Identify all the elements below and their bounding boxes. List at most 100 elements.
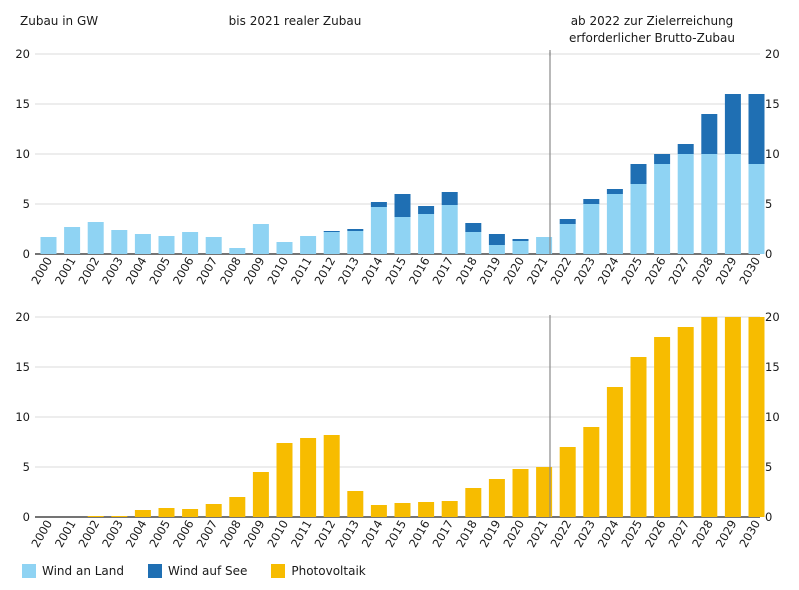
legend-label-pv: Photovoltaik bbox=[291, 564, 366, 578]
top-xtick-2014: 2014 bbox=[359, 255, 386, 287]
bottom-bar-photovoltaik-2030 bbox=[748, 317, 765, 517]
bottom-xtick-2028: 2028 bbox=[689, 518, 716, 550]
header-right-1: ab 2022 zur Zielerreichung bbox=[571, 14, 734, 28]
bottom-ytick-left: 10 bbox=[15, 410, 30, 424]
bottom-bar-photovoltaik-2017 bbox=[441, 501, 458, 517]
top-bar-wind-auf-see-2028 bbox=[701, 114, 718, 154]
top-ytick-left: 0 bbox=[23, 247, 30, 261]
top-bar-wind-an-land-2003 bbox=[111, 230, 128, 254]
top-bar-wind-an-land-2016 bbox=[418, 214, 435, 254]
bottom-bar-photovoltaik-2007 bbox=[205, 504, 222, 517]
bottom-xtick-2023: 2023 bbox=[571, 518, 598, 550]
top-bar-wind-an-land-2015 bbox=[394, 217, 411, 254]
bottom-xtick-2011: 2011 bbox=[288, 518, 315, 550]
bottom-bar-photovoltaik-2020 bbox=[512, 469, 529, 517]
bottom-xtick-2007: 2007 bbox=[194, 518, 221, 550]
header-left: Zubau in GW bbox=[20, 14, 98, 28]
bottom-ytick-right: 10 bbox=[765, 410, 780, 424]
bottom-bar-photovoltaik-2010 bbox=[276, 443, 293, 517]
top-xtick-2013: 2013 bbox=[335, 255, 362, 287]
bottom-xtick-2021: 2021 bbox=[524, 518, 551, 550]
bottom-bar-photovoltaik-2003 bbox=[111, 516, 128, 517]
top-xtick-2004: 2004 bbox=[123, 255, 150, 287]
top-bar-wind-an-land-2018 bbox=[465, 232, 482, 254]
top-bar-wind-an-land-2005 bbox=[158, 236, 175, 254]
bottom-xtick-2022: 2022 bbox=[548, 518, 575, 550]
top-xtick-2003: 2003 bbox=[99, 255, 126, 287]
top-bar-wind-an-land-2021 bbox=[536, 237, 553, 254]
bottom-bar-photovoltaik-2029 bbox=[724, 317, 741, 517]
top-bar-wind-an-land-2030 bbox=[748, 164, 765, 254]
bottom-xtick-2009: 2009 bbox=[241, 518, 268, 550]
top-bar-wind-an-land-2029 bbox=[724, 154, 741, 254]
legend-swatch-pv bbox=[271, 564, 286, 578]
bottom-xtick-2008: 2008 bbox=[217, 518, 244, 550]
top-bar-wind-auf-see-2015 bbox=[394, 194, 411, 217]
top-bar-wind-an-land-2023 bbox=[583, 204, 600, 254]
top-xtick-2018: 2018 bbox=[453, 255, 480, 287]
top-xtick-2023: 2023 bbox=[571, 255, 598, 287]
bottom-xtick-2013: 2013 bbox=[335, 518, 362, 550]
top-xtick-2012: 2012 bbox=[312, 255, 339, 287]
top-xtick-2028: 2028 bbox=[689, 255, 716, 287]
bottom-xtick-2030: 2030 bbox=[736, 518, 763, 550]
top-xtick-2022: 2022 bbox=[548, 255, 575, 287]
bottom-ytick-right: 5 bbox=[765, 460, 772, 474]
top-bar-wind-auf-see-2022 bbox=[559, 219, 576, 224]
top-xtick-2021: 2021 bbox=[524, 255, 551, 287]
bottom-xtick-2001: 2001 bbox=[52, 518, 79, 550]
bottom-xtick-2003: 2003 bbox=[99, 518, 126, 550]
bottom-xtick-2029: 2029 bbox=[713, 518, 740, 550]
bottom-xtick-2026: 2026 bbox=[642, 518, 669, 550]
top-ytick-right: 15 bbox=[765, 97, 780, 111]
bottom-xtick-2006: 2006 bbox=[170, 518, 197, 550]
top-bar-wind-an-land-2022 bbox=[559, 224, 576, 254]
bottom-bar-photovoltaik-2028 bbox=[701, 317, 718, 517]
top-xtick-2015: 2015 bbox=[382, 255, 409, 287]
top-ytick-left: 20 bbox=[15, 47, 30, 61]
header-mid: bis 2021 realer Zubau bbox=[229, 14, 362, 28]
top-xtick-2027: 2027 bbox=[666, 255, 693, 287]
top-ytick-right: 10 bbox=[765, 147, 780, 161]
top-xtick-2009: 2009 bbox=[241, 255, 268, 287]
top-bar-wind-an-land-2011 bbox=[300, 236, 317, 254]
bottom-xtick-2005: 2005 bbox=[146, 518, 173, 550]
top-bar-wind-auf-see-2013 bbox=[347, 229, 364, 231]
legend-label-wind-land: Wind an Land bbox=[42, 564, 125, 578]
bottom-ytick-left: 20 bbox=[15, 310, 30, 324]
bottom-bar-photovoltaik-2006 bbox=[182, 509, 199, 517]
bottom-xtick-2002: 2002 bbox=[76, 518, 103, 550]
legend-item-pv: Photovoltaik bbox=[271, 564, 366, 578]
top-ytick-left: 10 bbox=[15, 147, 30, 161]
top-bar-wind-auf-see-2018 bbox=[465, 223, 482, 232]
bottom-bar-photovoltaik-2016 bbox=[418, 502, 435, 517]
bottom-ytick-left: 5 bbox=[23, 460, 30, 474]
top-bar-wind-an-land-2027 bbox=[677, 154, 694, 254]
bottom-ytick-right: 20 bbox=[765, 310, 780, 324]
top-bar-wind-auf-see-2020 bbox=[512, 239, 529, 241]
bottom-bar-photovoltaik-2009 bbox=[252, 472, 269, 517]
bottom-bar-photovoltaik-2025 bbox=[630, 357, 647, 517]
bottom-bar-photovoltaik-2004 bbox=[134, 510, 151, 517]
bottom-xtick-2024: 2024 bbox=[595, 518, 622, 550]
top-xtick-2025: 2025 bbox=[618, 255, 645, 287]
top-xtick-2005: 2005 bbox=[146, 255, 173, 287]
bottom-xtick-2018: 2018 bbox=[453, 518, 480, 550]
legend-item-wind-see: Wind auf See bbox=[148, 564, 247, 578]
top-bar-wind-an-land-2012 bbox=[323, 232, 340, 254]
legend-item-wind-land: Wind an Land bbox=[22, 564, 124, 578]
bottom-ytick-right: 0 bbox=[765, 510, 772, 524]
bottom-xtick-2016: 2016 bbox=[406, 518, 433, 550]
bottom-xtick-2004: 2004 bbox=[123, 518, 150, 550]
top-bar-wind-auf-see-2017 bbox=[441, 192, 458, 205]
bottom-xtick-2010: 2010 bbox=[264, 518, 291, 550]
top-bar-wind-an-land-2014 bbox=[370, 207, 387, 254]
top-bar-wind-auf-see-2012 bbox=[323, 231, 340, 232]
legend-label-wind-see: Wind auf See bbox=[168, 564, 248, 578]
top-bar-wind-auf-see-2014 bbox=[370, 202, 387, 207]
top-xtick-2024: 2024 bbox=[595, 255, 622, 287]
top-bar-wind-an-land-2002 bbox=[87, 222, 104, 254]
top-ytick-right: 20 bbox=[765, 47, 780, 61]
